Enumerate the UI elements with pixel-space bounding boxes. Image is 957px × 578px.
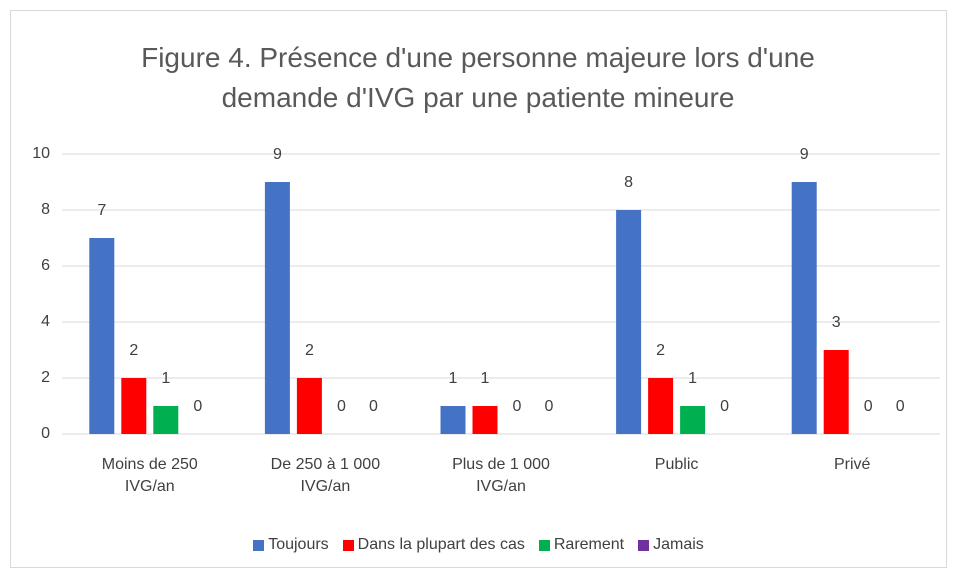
data-label: 2: [305, 342, 314, 359]
bar: [823, 350, 849, 434]
bar: [264, 182, 290, 434]
legend-swatch: [538, 539, 550, 551]
y-tick-label: 8: [41, 201, 50, 218]
data-label: 9: [800, 146, 809, 163]
x-tick-label: Public: [654, 456, 699, 473]
data-label: 9: [273, 146, 282, 163]
legend: Toujours Dans la plupart des cas Rarement J…: [0, 536, 957, 554]
data-label: 0: [369, 398, 378, 415]
y-tick-label: 0: [41, 425, 50, 442]
data-label: 0: [545, 398, 554, 415]
legend-item: Rarement: [538, 536, 625, 554]
y-tick-label: 2: [41, 369, 50, 386]
bar: [440, 406, 466, 434]
chart-frame: [10, 10, 947, 568]
data-label: 2: [129, 342, 138, 359]
y-tick-label: 4: [41, 313, 50, 330]
legend-label: Toujours: [268, 536, 329, 553]
data-label: 3: [832, 314, 841, 331]
legend-swatch: [638, 539, 650, 551]
bar: [296, 378, 322, 434]
data-label: 2: [656, 342, 665, 359]
bar: [121, 378, 147, 434]
legend-swatch: [253, 539, 265, 551]
bar: [680, 406, 706, 434]
y-tick-label: 10: [32, 145, 50, 162]
data-label: 0: [720, 398, 729, 415]
legend-swatch: [342, 539, 354, 551]
bar: [648, 378, 674, 434]
data-label: 7: [97, 202, 106, 219]
data-label: 1: [449, 370, 458, 387]
legend-label: Rarement: [553, 536, 625, 553]
data-label: 1: [161, 370, 170, 387]
data-label: 8: [624, 174, 633, 191]
data-label: 0: [513, 398, 522, 415]
legend-item: Dans la plupart des cas: [342, 536, 525, 554]
legend-label: Jamais: [653, 536, 704, 553]
x-tick-label: Plus de 1 000 IVG/an: [452, 456, 550, 495]
bar: [616, 210, 642, 434]
bar: [791, 182, 817, 434]
y-tick-label: 6: [41, 257, 50, 274]
data-label: 1: [688, 370, 697, 387]
data-label: 0: [193, 398, 202, 415]
data-label: 0: [896, 398, 905, 415]
bar: [472, 406, 498, 434]
x-tick-label: De 250 à 1 000 IVG/an: [270, 456, 381, 495]
legend-label: Dans la plupart des cas: [357, 536, 525, 553]
bar: [153, 406, 179, 434]
legend-item: Toujours: [253, 536, 329, 554]
x-tick-label: Moins de 250 IVG/an: [101, 456, 198, 495]
bar: [89, 238, 115, 434]
data-label: 0: [337, 398, 346, 415]
data-label: 0: [864, 398, 873, 415]
data-label: 1: [481, 370, 490, 387]
chart-title: Figure 4. Présence d'une personne majeur…: [141, 42, 815, 113]
legend-item: Jamais: [638, 536, 704, 554]
x-tick-label: Privé: [833, 456, 871, 473]
